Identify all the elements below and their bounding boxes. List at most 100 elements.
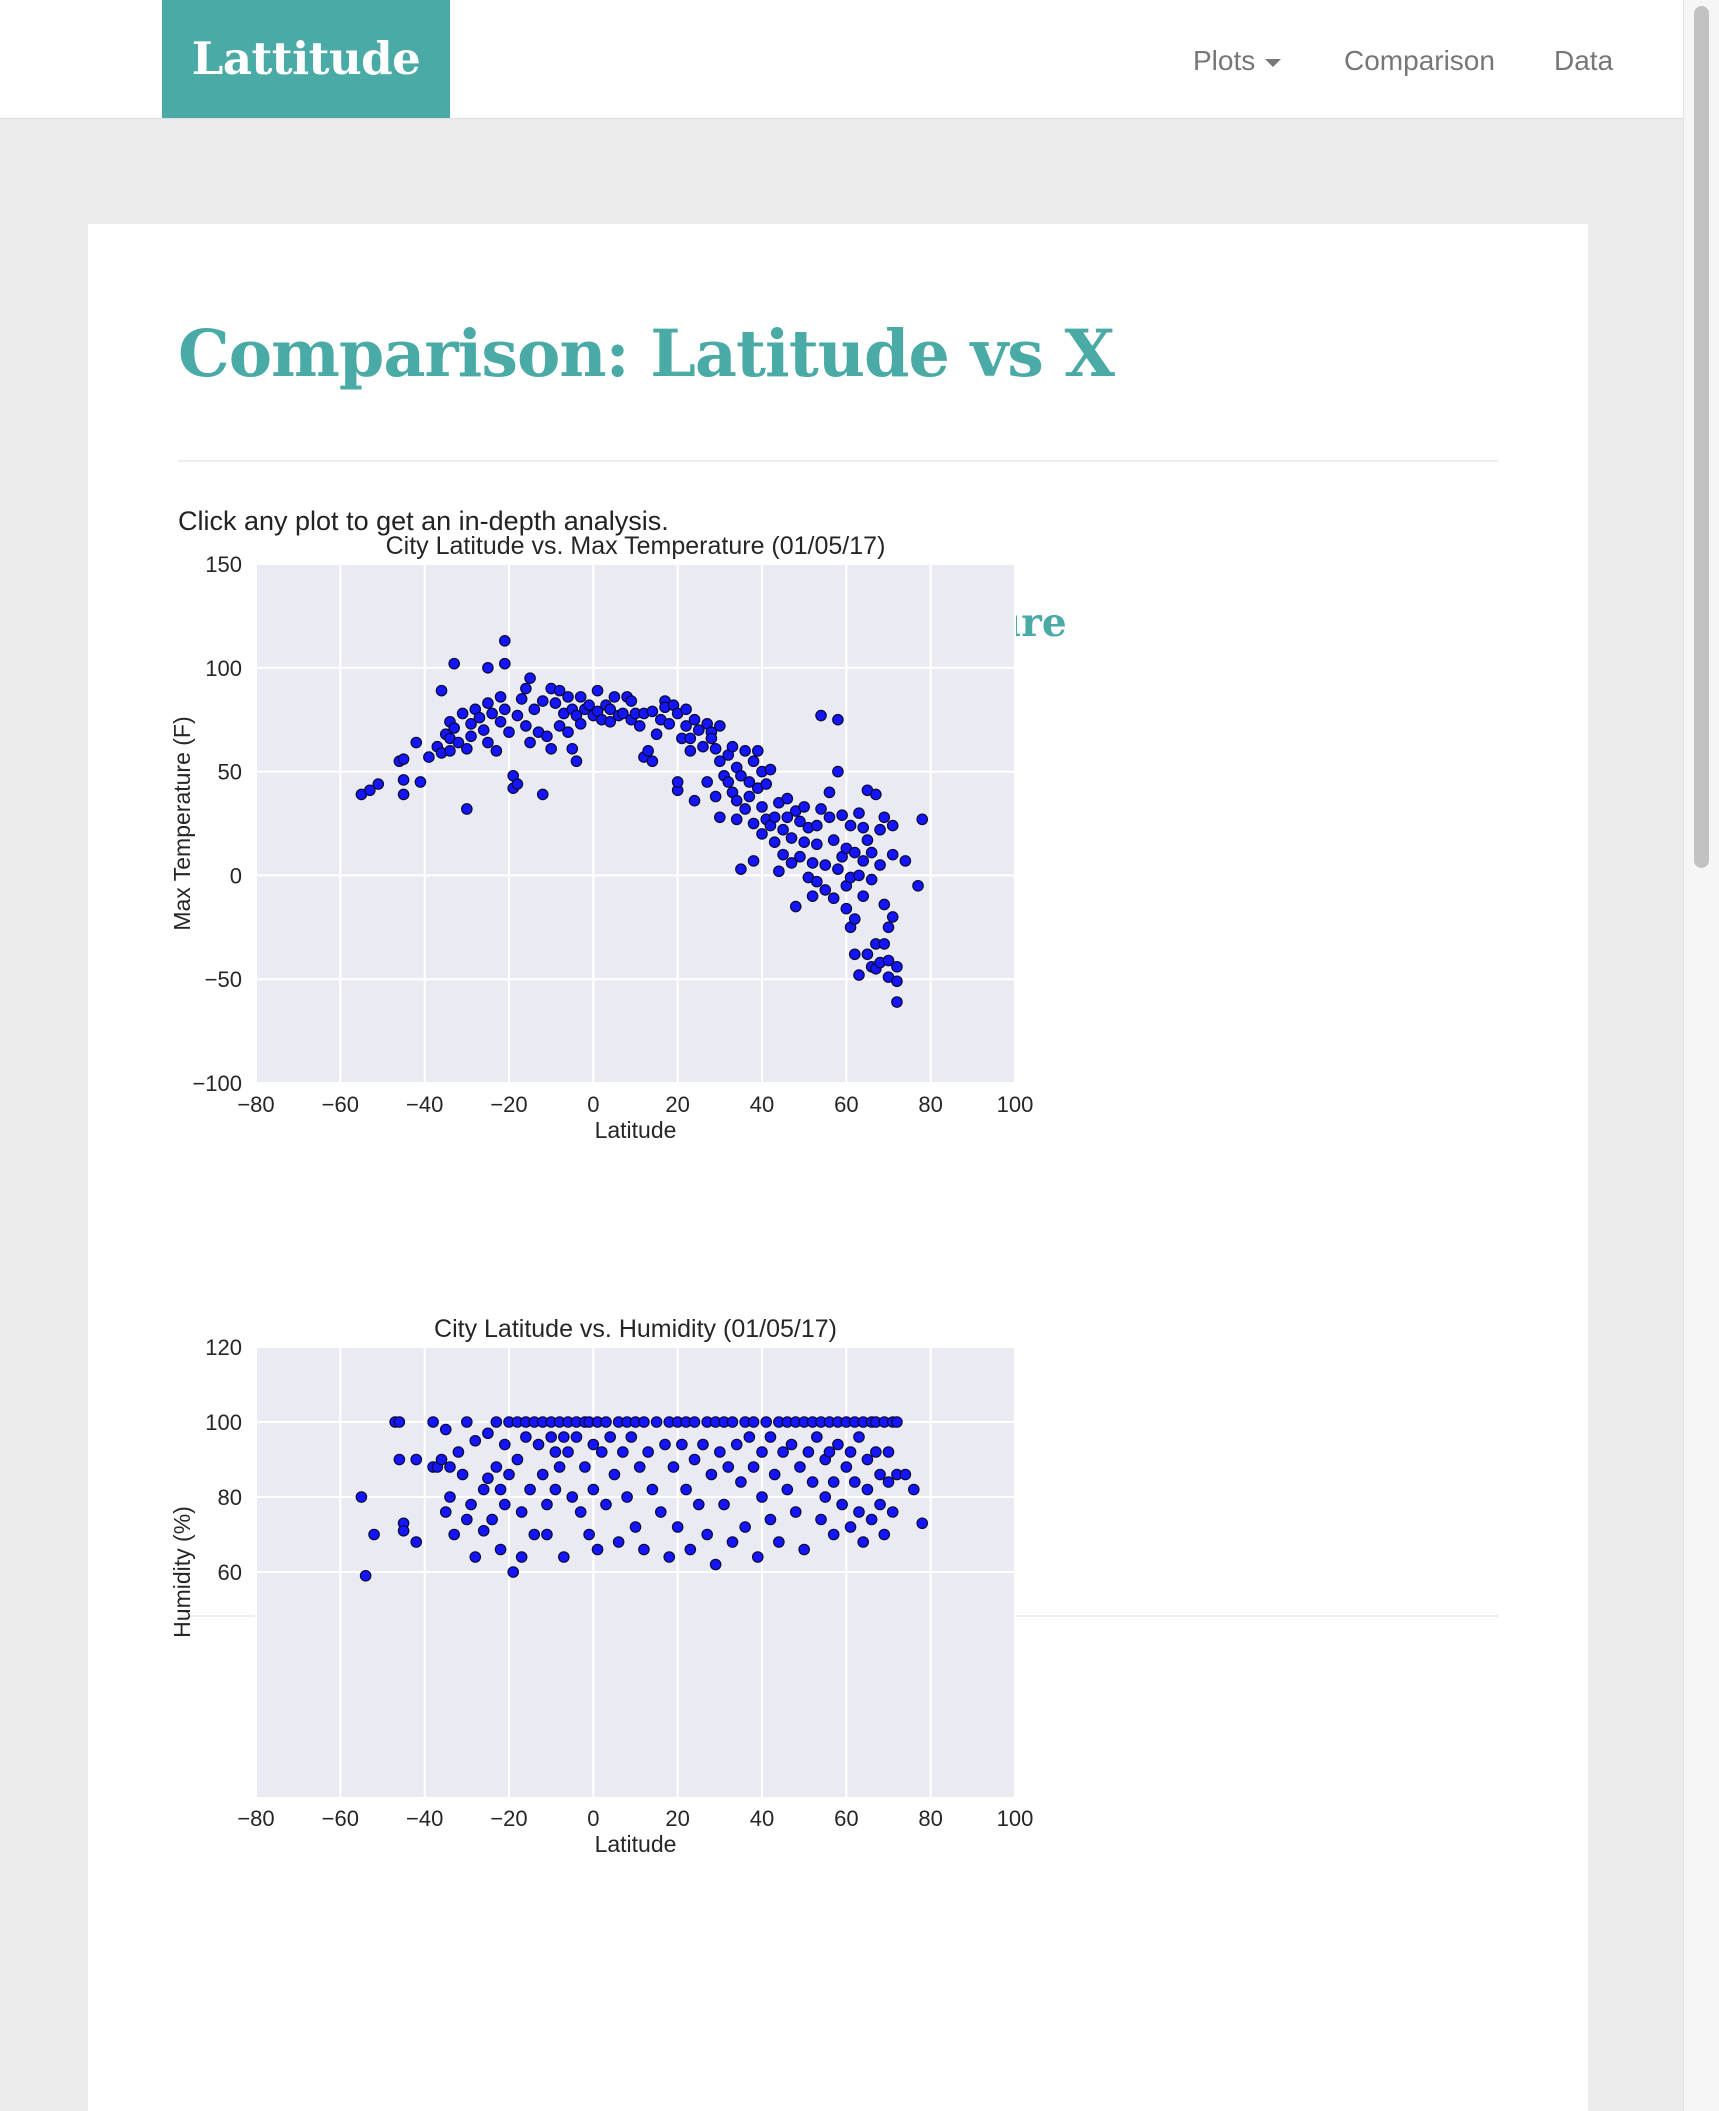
nav-comparison[interactable]: Comparison — [1344, 45, 1495, 76]
data-point — [617, 1446, 629, 1458]
data-point — [853, 807, 865, 819]
data-point — [482, 697, 494, 709]
data-point — [680, 703, 692, 716]
data-point — [836, 1498, 848, 1511]
data-point — [461, 803, 473, 815]
data-point — [439, 1506, 452, 1518]
data-point — [659, 1438, 671, 1451]
data-point — [477, 724, 490, 736]
data-point — [448, 657, 460, 670]
vertical-scrollbar[interactable] — [1683, 0, 1719, 2111]
data-point — [823, 1446, 836, 1458]
data-point — [625, 695, 638, 707]
data-point — [726, 740, 739, 753]
x-tick-label: 0 — [587, 1092, 599, 1117]
data-point — [865, 873, 878, 886]
data-point — [832, 713, 844, 726]
data-point — [785, 1438, 798, 1451]
data-point — [844, 1521, 857, 1533]
data-point — [882, 1476, 895, 1488]
data-point — [916, 813, 929, 826]
data-point — [498, 1498, 511, 1511]
data-point — [764, 763, 777, 776]
data-point — [549, 1483, 562, 1496]
data-point — [730, 813, 743, 826]
brand-logo[interactable]: Lattitude — [162, 0, 450, 118]
data-point — [882, 1446, 895, 1458]
y-tick-label: 150 — [205, 552, 242, 577]
data-point — [789, 900, 802, 913]
data-point — [600, 1498, 612, 1511]
nav-plots-dropdown[interactable]: Plots — [1193, 0, 1282, 118]
data-point — [709, 790, 722, 803]
nav-data[interactable]: Data — [1554, 45, 1614, 76]
data-point — [482, 736, 494, 749]
data-point — [916, 1517, 929, 1530]
data-point — [532, 1438, 545, 1451]
data-point — [701, 1528, 713, 1541]
data-point — [865, 846, 878, 859]
data-point — [692, 1498, 705, 1511]
data-point — [410, 1536, 423, 1548]
data-point — [591, 1543, 604, 1556]
data-point — [794, 850, 806, 863]
data-point — [756, 1491, 768, 1503]
x-tick-label: −80 — [237, 1092, 274, 1117]
x-tick-label: −80 — [237, 1806, 274, 1831]
data-point — [688, 1453, 701, 1466]
data-point — [427, 1416, 439, 1428]
x-tick-label: 100 — [997, 1806, 1034, 1831]
x-tick-label: 80 — [918, 1806, 942, 1831]
data-point — [364, 784, 376, 797]
y-tick-label: 100 — [205, 656, 242, 681]
data-point — [756, 828, 768, 840]
data-point — [511, 709, 524, 722]
data-point — [465, 730, 477, 743]
data-point — [444, 1491, 456, 1503]
data-point — [848, 913, 861, 925]
data-point — [760, 1416, 773, 1428]
data-point — [798, 801, 810, 813]
data-point — [714, 811, 726, 824]
data-point — [878, 1528, 891, 1541]
data-point — [574, 1506, 587, 1518]
data-point — [587, 1483, 600, 1496]
data-point — [811, 1431, 823, 1443]
data-point — [494, 715, 507, 728]
data-point — [912, 879, 924, 892]
scrollbar-thumb[interactable] — [1694, 6, 1709, 868]
data-point — [827, 1528, 840, 1541]
data-point — [562, 691, 574, 703]
data-point — [684, 1543, 697, 1556]
data-point — [848, 948, 861, 961]
temperature-scatter-plot[interactable]: −80 −60 −40 −20 0 20 40 60 80 100 −100 −50 0 50 100 150… — [88, 224, 1588, 1424]
data-point — [490, 745, 503, 757]
data-point — [692, 724, 705, 736]
x-tick-label: 40 — [750, 1092, 774, 1117]
chart-title: City Latitude vs. Humidity (01/05/17) — [434, 1315, 837, 1343]
data-point — [684, 732, 697, 745]
data-point — [680, 720, 692, 732]
data-point — [663, 718, 676, 730]
nav-plots-label: Plots — [1193, 45, 1256, 76]
data-point — [853, 869, 865, 882]
data-point — [511, 778, 524, 790]
data-point — [646, 755, 659, 768]
y-tick-label: 0 — [230, 863, 242, 888]
x-tick-label: −40 — [406, 1806, 443, 1831]
data-point — [583, 699, 595, 711]
data-point — [397, 1524, 410, 1537]
data-point — [840, 1461, 853, 1473]
humidity-scatter-plot[interactable]: −80 −60 −40 −20 0 20 40 60 80 100 60 80 100 120 City L… — [88, 224, 1588, 2111]
data-point — [714, 1446, 726, 1458]
data-point — [815, 709, 827, 722]
data-point — [524, 672, 536, 684]
data-point — [878, 938, 891, 950]
data-point — [878, 811, 891, 824]
data-point — [688, 713, 701, 726]
data-point — [714, 720, 726, 732]
data-point — [574, 691, 587, 703]
data-point — [840, 902, 853, 915]
data-point — [621, 1491, 633, 1503]
data-point — [549, 697, 562, 709]
